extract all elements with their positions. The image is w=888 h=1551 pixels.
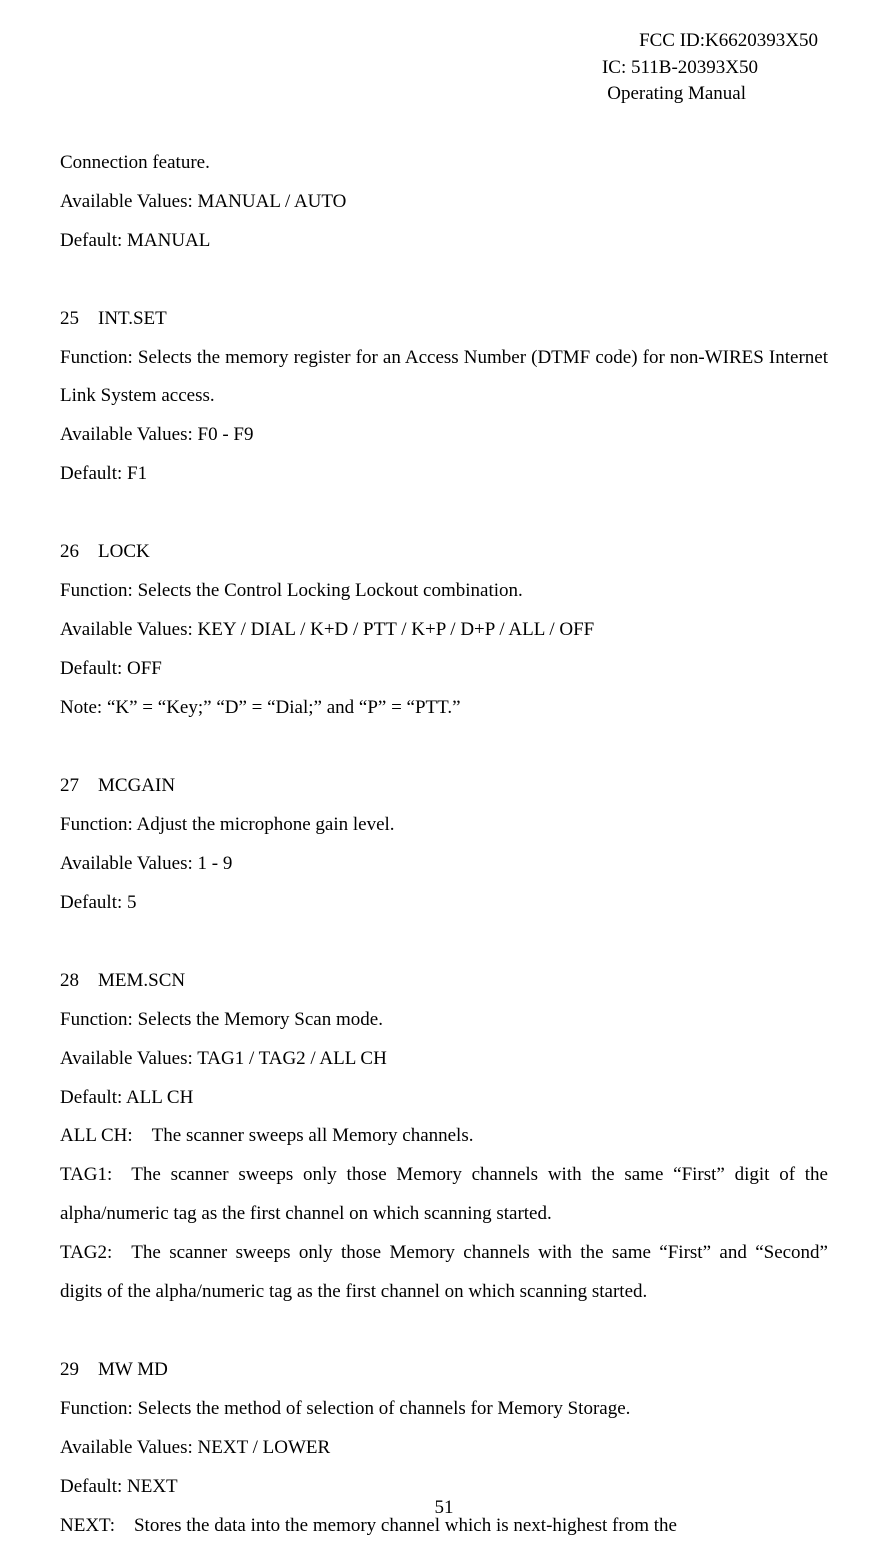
section-26-values: Available Values: KEY / DIAL / K+D / PTT… [60,611,828,650]
fcc-id-line: FCC ID:K6620393X50 [60,28,818,55]
section-28-title: 28 MEM.SCN [60,962,828,1001]
section-26-function: Function: Selects the Control Locking Lo… [60,572,828,611]
section-28-allch: ALL CH: The scanner sweeps all Memory ch… [60,1117,828,1156]
section-25-values: Available Values: F0 - F9 [60,416,828,455]
section-28-tag2: TAG2: The scanner sweeps only those Memo… [60,1234,828,1312]
section-27-values: Available Values: 1 - 9 [60,845,828,884]
intro-line1: Connection feature. [60,144,828,183]
section-27-default: Default: 5 [60,884,828,923]
section-28-default: Default: ALL CH [60,1079,828,1118]
section-26-default: Default: OFF [60,650,828,689]
section-27-title: 27 MCGAIN [60,767,828,806]
section-26-note: Note: “K” = “Key;” “D” = “Dial;” and “P”… [60,689,828,728]
intro-line3: Default: MANUAL [60,222,828,261]
intro-line2: Available Values: MANUAL / AUTO [60,183,828,222]
section-28-function: Function: Selects the Memory Scan mode. [60,1001,828,1040]
section-25-title: 25 INT.SET [60,300,828,339]
section-29-values: Available Values: NEXT / LOWER [60,1429,828,1468]
section-29-title: 29 MW MD [60,1351,828,1390]
section-25-default: Default: F1 [60,455,828,494]
document-body: Connection feature. Available Values: MA… [60,144,828,1546]
section-28-values: Available Values: TAG1 / TAG2 / ALL CH [60,1040,828,1079]
page-number: 51 [0,1497,888,1519]
ic-line: IC: 511B-20393X50 [60,55,818,82]
section-28-tag1: TAG1: The scanner sweeps only those Memo… [60,1156,828,1234]
section-25-function: Function: Selects the memory register fo… [60,339,828,417]
doc-type-line: Operating Manual [60,81,818,108]
section-29-function: Function: Selects the method of selectio… [60,1390,828,1429]
section-26-title: 26 LOCK [60,533,828,572]
section-27-function: Function: Adjust the microphone gain lev… [60,806,828,845]
document-header: FCC ID:K6620393X50 IC: 511B-20393X50 Ope… [60,28,828,108]
